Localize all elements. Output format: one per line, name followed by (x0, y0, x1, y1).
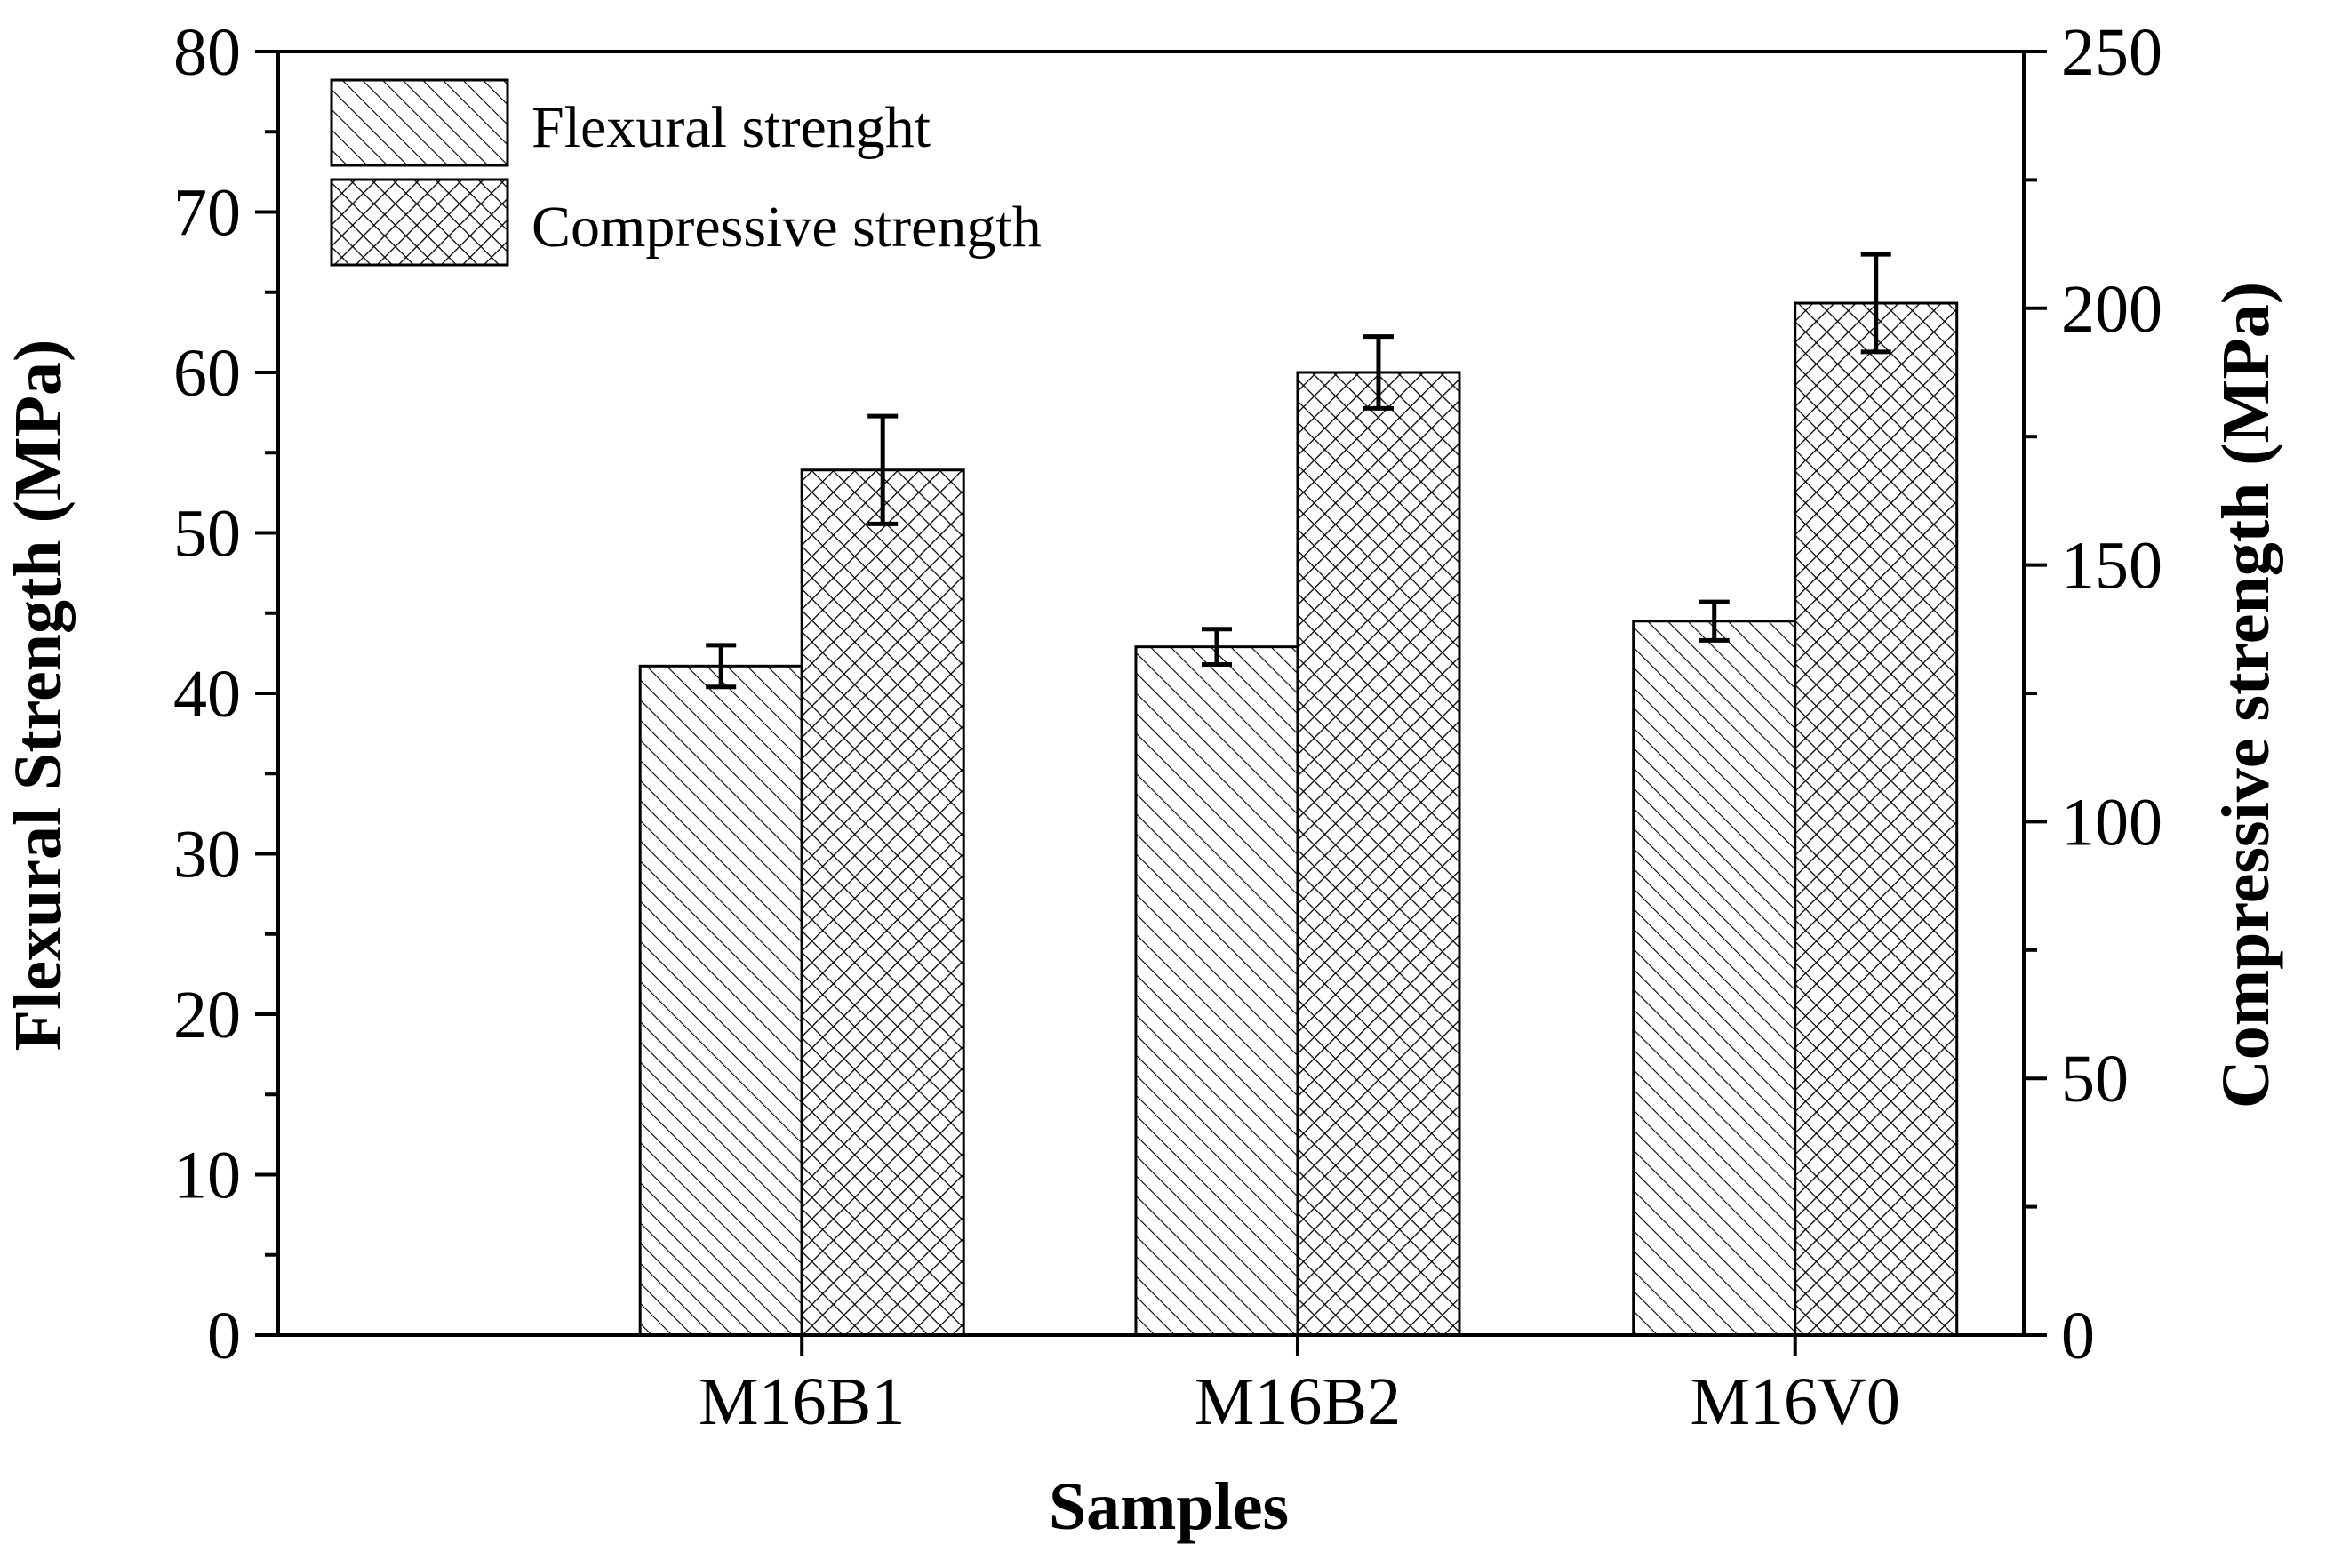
left-tick-label: 60 (173, 336, 241, 411)
left-tick-label: 0 (207, 1299, 241, 1373)
error-bar-flexural-M16V0 (1699, 599, 1730, 643)
error-bars (706, 252, 1891, 690)
error-bar-compressive-M16V0 (1860, 252, 1891, 355)
x-tick-label-M16V0: M16V0 (1690, 1364, 1899, 1439)
right-tick-label: 150 (2061, 529, 2162, 604)
bars (638, 301, 1959, 1337)
error-bar-flexural-M16B2 (1201, 627, 1232, 668)
bar-flexural-M16B2 (1134, 645, 1299, 1337)
right-y-axis: 0 50 100 150 200 250 (2024, 15, 2162, 1373)
error-bar-flexural-M16B1 (706, 643, 737, 690)
error-bar-compressive-M16B1 (867, 413, 899, 526)
x-tick-label-M16B1: M16B1 (699, 1364, 905, 1439)
right-tick-label: 250 (2061, 15, 2162, 90)
y-axis-title: Flexural Strength (MPa) (1, 340, 76, 1052)
right-tick-label: 50 (2061, 1042, 2129, 1116)
x-axis: M16B1 M16B2 M16V0 (699, 1335, 1900, 1439)
left-tick-label: 80 (173, 15, 241, 90)
left-tick-label: 40 (173, 657, 241, 732)
bar-compressive-M16B1 (800, 468, 965, 1337)
bar-compressive-M16B2 (1296, 371, 1461, 1337)
left-tick-label: 10 (173, 1139, 241, 1213)
legend: Flexural strenght Compressive strength (330, 78, 1042, 267)
bar-flexural-M16B1 (638, 664, 803, 1337)
left-tick-label: 30 (173, 818, 241, 892)
bar-compressive-M16V0 (1794, 301, 1959, 1337)
left-tick-label: 20 (173, 978, 241, 1052)
bar-flexural-M16V0 (1632, 620, 1797, 1337)
left-y-axis: 0 10 20 30 40 50 60 70 80 (173, 15, 278, 1373)
left-tick-label: 70 (173, 176, 241, 251)
right-tick-label: 0 (2061, 1299, 2095, 1373)
legend-label-flexural: Flexural strenght (532, 95, 931, 160)
right-tick-label: 100 (2061, 785, 2162, 860)
error-bar-compressive-M16B2 (1363, 334, 1394, 411)
left-tick-label: 50 (173, 497, 241, 572)
right-tick-label: 200 (2061, 272, 2162, 347)
legend-label-compressive: Compressive strength (532, 195, 1042, 260)
y2-axis-title: Compressive strength (MPa) (2209, 282, 2283, 1108)
x-tick-label-M16B2: M16B2 (1195, 1364, 1401, 1439)
legend-swatch-flexural (330, 78, 509, 167)
x-axis-title: Samples (1049, 1469, 1289, 1544)
legend-swatch-compressive (330, 178, 509, 267)
